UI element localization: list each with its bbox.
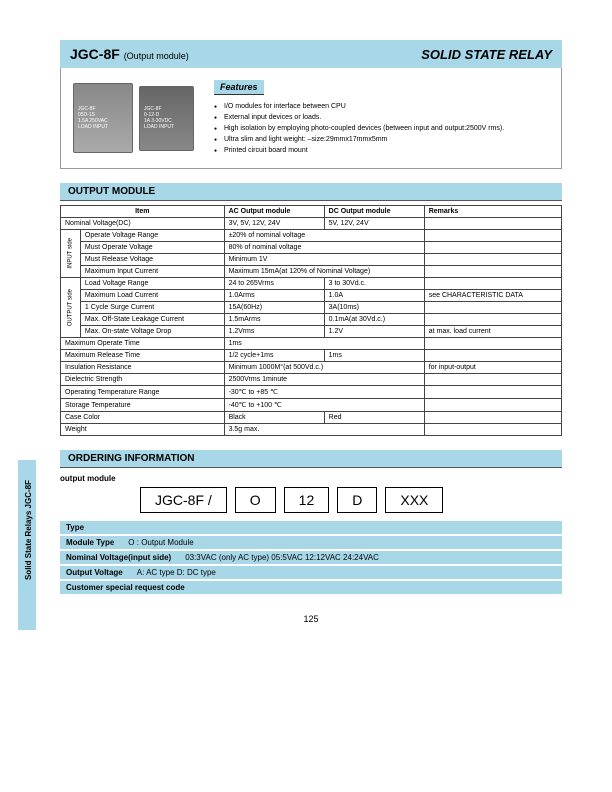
- order-line: Output VoltageA: AC type D: DC type: [60, 566, 562, 579]
- table-row: Case ColorBlackRed: [61, 412, 562, 424]
- feature-item: I/O modules for interface between CPU: [214, 101, 549, 112]
- feature-item: Printed circuit board mount: [214, 145, 549, 156]
- table-row: Insulation ResistanceMinimum 1000M°(at 5…: [61, 362, 562, 374]
- chip-image-1: JGC-8F 05D-1S 1.5A 250VAC LOAD INPUT: [73, 83, 133, 153]
- table-row: INPUT sideOperate Voltage Range±20% of n…: [61, 230, 562, 242]
- order-box: D: [337, 487, 377, 513]
- feature-item: External input devices or loads.: [214, 112, 549, 123]
- ordering-sub: output module: [60, 474, 562, 483]
- table-row: Dielectric Strength2500Vrms 1minute: [61, 374, 562, 386]
- table-row: Operating Temperature Range-30℃ to +85 ℃: [61, 386, 562, 399]
- features-list: I/O modules for interface between CPUExt…: [214, 101, 549, 156]
- ordering-boxes: JGC-8F / O 12 D XXX: [140, 487, 562, 513]
- header-left: JGC-8F (Output module): [70, 46, 189, 62]
- model: JGC-8F: [70, 46, 120, 62]
- feature-item: High isolation by employing photo-couple…: [214, 123, 549, 134]
- product-images: JGC-8F 05D-1S 1.5A 250VAC LOAD INPUT JGC…: [73, 80, 194, 156]
- order-line: Customer special request code: [60, 581, 562, 594]
- order-line: Nominal Voltage(input side)03:3VAC (only…: [60, 551, 562, 564]
- chip-image-2: JGC-8F 0-12-D 1A 3-30VDC LOAD INPUT: [139, 86, 194, 151]
- section-ordering: ORDERING INFORMATION: [60, 450, 562, 468]
- subtitle: (Output module): [124, 51, 189, 61]
- features-header: Features: [214, 80, 264, 95]
- table-row: Storage Temperature-40℃ to +100 ℃: [61, 399, 562, 412]
- table-row: Max. Off-State Leakage Current1.5mArms0.…: [61, 314, 562, 326]
- spec-table: ItemAC Output moduleDC Output moduleRema…: [60, 205, 562, 436]
- table-row: Maximum Release Time1/2 cycle+1ms1ms: [61, 350, 562, 362]
- feature-item: Ultra slim and light weight: –size:29mmx…: [214, 134, 549, 145]
- features: Features I/O modules for interface betwe…: [214, 80, 549, 156]
- header-title: SOLID STATE RELAY: [421, 47, 552, 62]
- table-row: Nominal Voltage(DC)3V, 5V, 12V, 24V5V, 1…: [61, 218, 562, 230]
- table-header-row: ItemAC Output moduleDC Output moduleRema…: [61, 206, 562, 218]
- hero: JGC-8F 05D-1S 1.5A 250VAC LOAD INPUT JGC…: [60, 68, 562, 169]
- order-box: 12: [284, 487, 330, 513]
- order-box: O: [235, 487, 276, 513]
- order-line: Type: [60, 521, 562, 534]
- ordering-lines: Type Module TypeO : Output Module Nominal …: [60, 521, 562, 594]
- table-row: OUTPUT sideLoad Voltage Range24 to 265Vr…: [61, 278, 562, 290]
- table-row: Maximum Operate Time1ms: [61, 338, 562, 350]
- sidebar-tab: Solid State Relays JGC-8F: [24, 480, 33, 580]
- page-number: 125: [60, 614, 562, 624]
- table-row: Must Operate Voltage80% of nominal volta…: [61, 242, 562, 254]
- table-body: Nominal Voltage(DC)3V, 5V, 12V, 24V5V, 1…: [61, 218, 562, 436]
- order-line: Module TypeO : Output Module: [60, 536, 562, 549]
- table-row: Maximum Input CurrentMaximum 15mA(at 120…: [61, 266, 562, 278]
- table-row: Max. On-state Voltage Drop1.2Vrms1.2Vat …: [61, 326, 562, 338]
- header-bar: JGC-8F (Output module) SOLID STATE RELAY: [60, 40, 562, 68]
- section-output-module: OUTPUT MODULE: [60, 183, 562, 201]
- order-box: JGC-8F /: [140, 487, 227, 513]
- order-box: XXX: [385, 487, 443, 513]
- table-row: Maximum Load Current1.0Arms1.0Asee CHARA…: [61, 290, 562, 302]
- table-row: 1 Cycle Surge Current15A(60Hz)3A(10ms): [61, 302, 562, 314]
- table-row: Must Release VoltageMinimum 1V: [61, 254, 562, 266]
- page: JGC-8F (Output module) SOLID STATE RELAY…: [0, 0, 612, 654]
- table-row: Weight3.5g max.: [61, 424, 562, 436]
